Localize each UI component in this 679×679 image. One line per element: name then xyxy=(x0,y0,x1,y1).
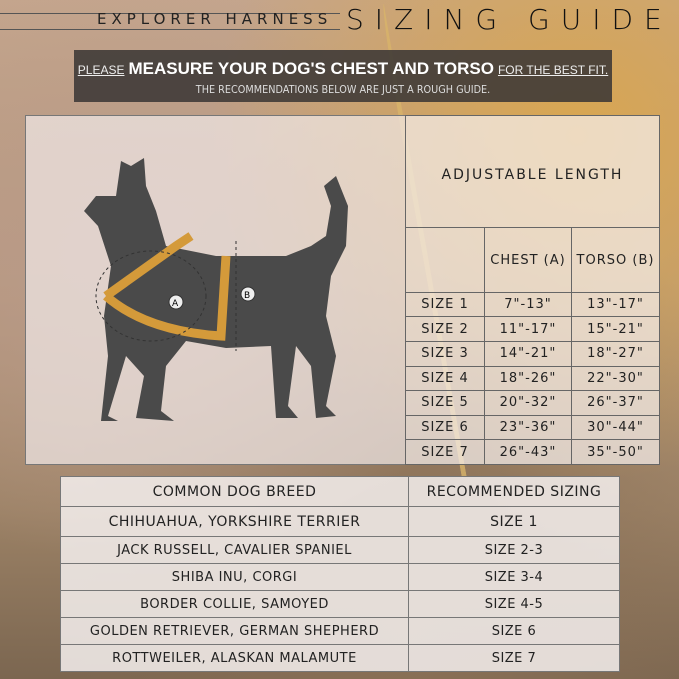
torso-range: 30"-44" xyxy=(571,414,660,441)
divider xyxy=(0,13,340,14)
breed-name: JACK RUSSELL, CAVALIER SPANIEL xyxy=(60,536,409,564)
dog-diagram-panel: A B xyxy=(25,115,406,465)
size-row: SIZE 7 26"-43" 35"-50" xyxy=(405,439,660,465)
size-table-title: ADJUSTABLE LENGTH xyxy=(405,114,660,229)
header-chest: CHEST (A) xyxy=(484,227,572,293)
size-name: SIZE 2 xyxy=(405,316,485,342)
breed-row: ROTTWEILER, ALASKAN MALAMUTE SIZE 7 xyxy=(60,644,620,672)
torso-range: 18"-27" xyxy=(571,340,660,367)
breed-row: SHIBA INU, CORGI SIZE 3-4 xyxy=(60,563,620,591)
recommended-size: SIZE 3-4 xyxy=(408,563,620,591)
chest-range: 23"-36" xyxy=(484,414,572,441)
size-row: SIZE 6 23"-36" 30"-44" xyxy=(405,414,660,441)
breed-name: GOLDEN RETRIEVER, GERMAN SHEPHERD xyxy=(60,617,409,645)
size-name: SIZE 3 xyxy=(405,340,485,367)
note-text: THE RECOMMENDATIONS BELOW ARE JUST A ROU… xyxy=(195,83,491,96)
breed-row: GOLDEN RETRIEVER, GERMAN SHEPHERD SIZE 6 xyxy=(60,617,620,645)
breed-row: CHIHUAHUA, YORKSHIRE TERRIER SIZE 1 xyxy=(60,506,620,537)
label-a: A xyxy=(172,299,179,309)
dog-silhouette xyxy=(84,158,348,421)
label-a-marker xyxy=(168,294,184,310)
header-breed: COMMON DOG BREED xyxy=(60,476,409,507)
size-name: SIZE 6 xyxy=(405,414,485,441)
page-title: SIZING GUIDE xyxy=(346,3,673,36)
size-row: SIZE 5 20"-32" 26"-37" xyxy=(405,390,660,416)
breed-row: JACK RUSSELL, CAVALIER SPANIEL SIZE 2-3 xyxy=(60,536,620,564)
measure-banner: PLEASE MEASURE YOUR DOG'S CHEST AND TORSO… xyxy=(74,50,612,102)
size-table: ADJUSTABLE LENGTH CHEST (A) TORSO (B) SI… xyxy=(405,114,660,465)
size-name: SIZE 1 xyxy=(405,291,485,318)
torso-range: 26"-37" xyxy=(571,390,660,416)
divider xyxy=(0,29,340,30)
torso-range: 22"-30" xyxy=(571,365,660,392)
chest-measure-line xyxy=(95,250,207,342)
chest-range: 26"-43" xyxy=(484,439,572,465)
recommended-size: SIZE 6 xyxy=(408,617,620,645)
chest-range: 7"-13" xyxy=(484,291,572,318)
recommended-size: SIZE 2-3 xyxy=(408,536,620,564)
harness-chest-strap xyxy=(103,232,194,300)
size-row: SIZE 1 7"-13" 13"-17" xyxy=(405,291,660,318)
label-b-marker xyxy=(240,286,256,302)
header-recommended: RECOMMENDED SIZING xyxy=(408,476,620,507)
chest-range: 20"-32" xyxy=(484,390,572,416)
size-row: SIZE 3 14"-21" 18"-27" xyxy=(405,340,660,367)
recommended-size: SIZE 7 xyxy=(408,644,620,672)
breed-table: COMMON DOG BREED RECOMMENDED SIZING CHIH… xyxy=(60,476,620,672)
torso-range: 13"-17" xyxy=(571,291,660,318)
breed-name: BORDER COLLIE, SAMOYED xyxy=(60,590,409,618)
breed-name: CHIHUAHUA, YORKSHIRE TERRIER xyxy=(60,506,409,537)
chest-range: 14"-21" xyxy=(484,340,572,367)
header-torso: TORSO (B) xyxy=(571,227,660,293)
please-text: PLEASE xyxy=(77,63,125,77)
size-name: SIZE 5 xyxy=(405,390,485,416)
recommended-size: SIZE 4-5 xyxy=(408,590,620,618)
recommended-size: SIZE 1 xyxy=(408,506,620,537)
torso-range: 35"-50" xyxy=(571,439,660,465)
breed-name: SHIBA INU, CORGI xyxy=(60,563,409,591)
measure-text: MEASURE YOUR DOG'S CHEST AND TORSO xyxy=(128,59,494,78)
chest-range: 11"-17" xyxy=(484,316,572,342)
brand-title: EXPLORER HARNESS xyxy=(97,10,333,28)
size-name: SIZE 7 xyxy=(405,439,485,465)
breed-name: ROTTWEILER, ALASKAN MALAMUTE xyxy=(60,644,409,672)
header-blank xyxy=(405,227,485,293)
torso-range: 15"-21" xyxy=(571,316,660,342)
breed-row: BORDER COLLIE, SAMOYED SIZE 4-5 xyxy=(60,590,620,618)
label-b: B xyxy=(244,291,250,301)
fit-text: FOR THE BEST FIT. xyxy=(497,63,609,77)
size-row: SIZE 2 11"-17" 15"-21" xyxy=(405,316,660,342)
size-row: SIZE 4 18"-26" 22"-30" xyxy=(405,365,660,392)
dog-diagram: A B xyxy=(84,158,348,421)
harness-body-strap xyxy=(103,255,231,341)
size-name: SIZE 4 xyxy=(405,365,485,392)
chest-range: 18"-26" xyxy=(484,365,572,392)
